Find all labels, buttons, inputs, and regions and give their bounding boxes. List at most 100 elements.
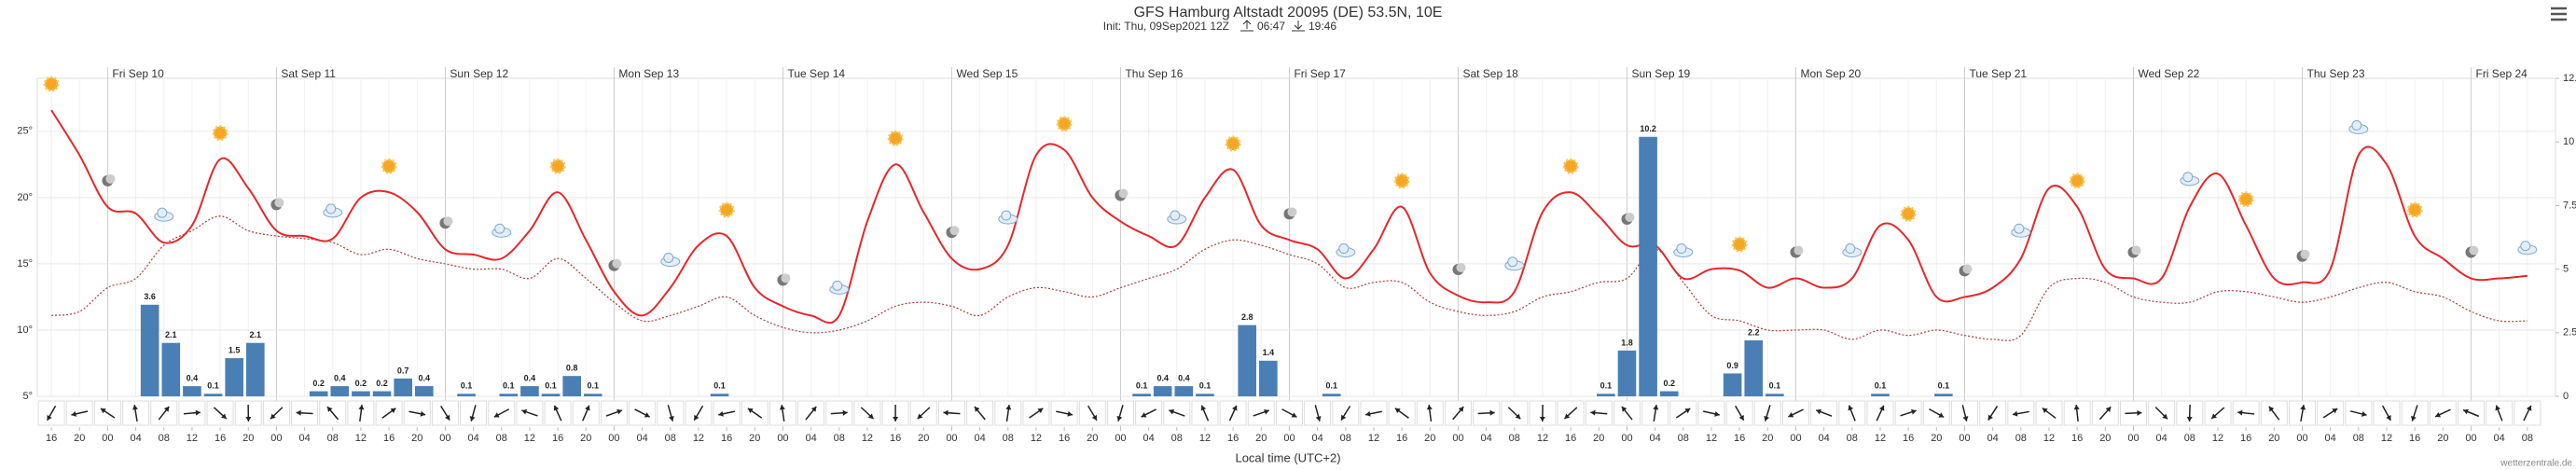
chart-subtitle: Init: Thu, 09Sep2021 12Z	[1103, 20, 1229, 33]
weather-icon	[323, 203, 343, 218]
wind-head	[1341, 414, 1347, 421]
x-tick-label: 12	[2043, 433, 2055, 444]
day-label: Fri Sep 17	[1294, 67, 1346, 80]
weather-icon	[1673, 243, 1694, 258]
precip-label: 0.7	[397, 366, 409, 375]
precip-bar	[1174, 386, 1194, 396]
cloud-top	[2520, 241, 2531, 252]
wind-arrow	[1563, 407, 1578, 420]
wind-head	[1911, 408, 1917, 415]
wind-arrow	[1364, 410, 1382, 417]
wind-arrow	[2523, 405, 2532, 422]
wind-arrow	[132, 404, 138, 422]
wind-arrow	[1848, 405, 1856, 422]
wind-head	[469, 416, 476, 422]
y-tick-label: 25°	[17, 126, 33, 137]
wind-arrow	[1200, 405, 1210, 422]
precip-bar	[1766, 394, 1784, 396]
weather-icon	[102, 173, 116, 187]
wind-head	[1564, 413, 1571, 420]
x-tick-label: 12	[862, 433, 873, 444]
precip-label: 0.1	[1199, 381, 1212, 391]
wind-arrow	[100, 408, 116, 419]
wind-arrow	[830, 409, 848, 416]
wind-arrow	[1703, 410, 1720, 417]
wind-head	[296, 409, 301, 416]
y2-tick-label: 12.5	[2563, 73, 2576, 84]
wind-head	[2411, 415, 2417, 422]
x-tick-label: 08	[1340, 433, 1351, 444]
x-tick-label: 08	[2522, 433, 2533, 444]
weather-icon	[1167, 210, 1187, 225]
precip-bar	[330, 386, 350, 396]
wind-cell	[2486, 400, 2514, 426]
weather-icon	[1842, 243, 1863, 258]
wind-head	[1200, 405, 1207, 411]
wind-arrow	[1005, 404, 1012, 422]
wind-arrow	[381, 408, 396, 419]
x-tick-label: 20	[2099, 433, 2111, 444]
wind-arrow	[71, 410, 89, 417]
wind-head	[1067, 410, 1073, 417]
x-tick-label: 16	[552, 433, 563, 444]
precip-bar	[1617, 350, 1637, 396]
wind-arrow	[1426, 404, 1433, 422]
wind-head	[1653, 405, 1659, 410]
wind-arrow	[634, 408, 650, 418]
wind-arrow	[1056, 410, 1073, 417]
wind-head	[1116, 416, 1123, 422]
weather-icon	[439, 216, 453, 229]
weather-icon	[1056, 116, 1073, 132]
x-tick-label: 20	[2268, 433, 2279, 444]
day-label: Mon Sep 20	[1800, 67, 1861, 80]
wind-head	[1987, 414, 1993, 421]
x-tick-label: 16	[890, 433, 901, 444]
x-tick-label: 04	[2494, 433, 2505, 444]
precip-label: 0.1	[545, 381, 557, 391]
chart-title: GFS Hamburg Altstadt 20095 (DE) 53.5N, 1…	[1134, 5, 1443, 21]
wind-arrow	[2349, 410, 2367, 417]
menu-button[interactable]	[2551, 7, 2567, 21]
wind-arrow	[1340, 405, 1351, 422]
temperature-line	[50, 109, 2528, 325]
precip-label: 0.4	[524, 373, 536, 382]
day-label: Sun Sep 12	[450, 67, 508, 80]
wind-arrow	[1987, 406, 1999, 421]
weather-icon	[1900, 205, 1917, 222]
precip-bar	[161, 342, 181, 396]
precip-label: 0.4	[187, 373, 199, 382]
day-label: Tue Sep 21	[1969, 67, 2027, 80]
wind-head	[1590, 409, 1596, 416]
precip-label: 0.1	[1136, 381, 1148, 391]
weather-icon	[2348, 119, 2369, 134]
wind-arrow	[296, 409, 313, 416]
wind-arrow	[2268, 406, 2280, 421]
x-tick-label: 20	[1931, 433, 1942, 444]
moon-shade	[1118, 188, 1129, 199]
moon-shade	[2131, 245, 2141, 256]
x-tick-label: 08	[2015, 433, 2027, 444]
wind-arrow	[1590, 409, 1608, 416]
x-tick-label: 00	[439, 433, 450, 444]
moon-shade	[781, 273, 791, 283]
wind-cell	[2317, 400, 2345, 426]
wind-arrow	[582, 405, 590, 422]
wind-head	[1938, 412, 1945, 418]
precip-label: 2.1	[165, 330, 177, 339]
x-tick-label: 04	[1819, 433, 1830, 444]
wind-arrow	[469, 405, 477, 422]
moon-shade	[612, 258, 622, 269]
precip-label: 0.1	[461, 381, 473, 391]
x-tick-label: 04	[1312, 433, 1323, 444]
wind-head	[943, 409, 949, 416]
wind-arrow	[1314, 405, 1322, 422]
x-tick-label: 04	[1481, 433, 1492, 444]
precip-bar	[225, 358, 243, 396]
wind-arrow	[183, 409, 201, 416]
x-tick-label: 12	[2212, 433, 2223, 444]
x-tick-label: 04	[974, 433, 985, 444]
wind-arrow	[1815, 408, 1833, 417]
x-tick-label: 12	[1368, 433, 1379, 444]
wind-head	[420, 410, 426, 417]
sunset-icon	[1292, 21, 1305, 32]
